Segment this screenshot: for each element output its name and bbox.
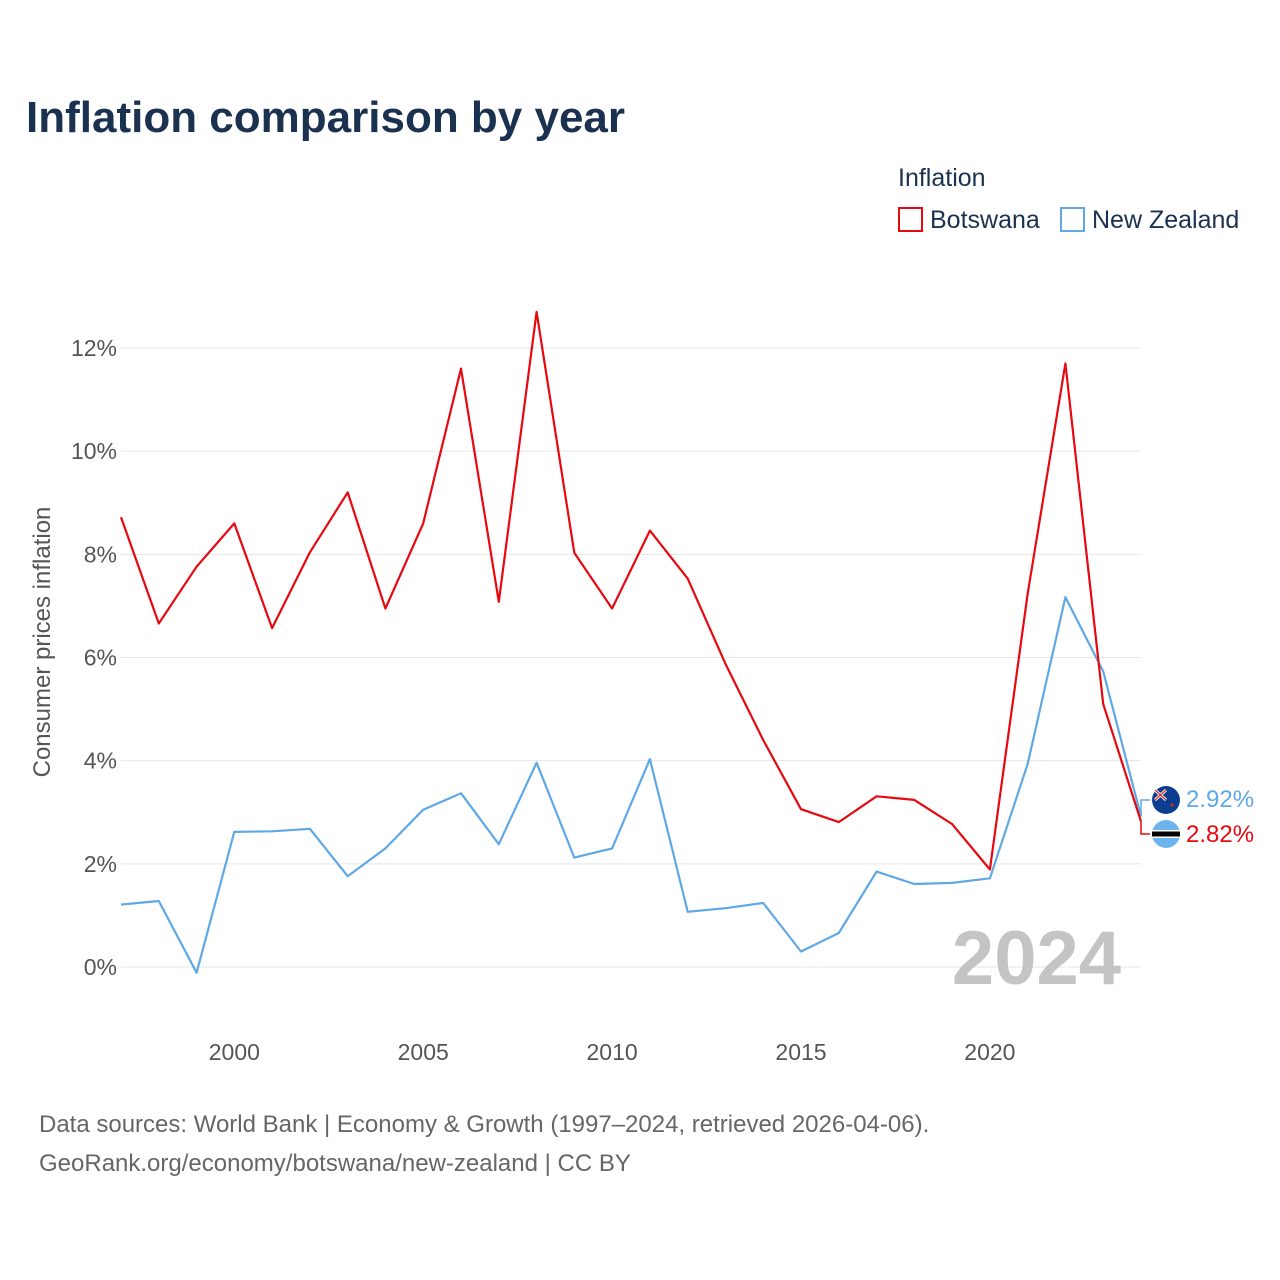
new-zealand-flag-icon xyxy=(1152,786,1180,814)
x-tick-label: 2020 xyxy=(964,1039,1015,1065)
y-axis: 0% 2% 4% 6% 8% 10% 12% xyxy=(71,335,117,980)
x-tick-label: 2000 xyxy=(209,1039,260,1065)
series-line-new-zealand[interactable] xyxy=(120,596,1143,974)
y-tick-label: 4% xyxy=(84,748,117,774)
y-tick-label: 12% xyxy=(71,335,117,361)
x-tick-label: 2015 xyxy=(775,1039,826,1065)
x-tick-label: 2005 xyxy=(398,1039,449,1065)
legend-swatch-new-zealand xyxy=(1060,207,1085,232)
legend-swatch-botswana xyxy=(898,207,923,232)
y-tick-label: 8% xyxy=(84,541,117,567)
legend-item-botswana[interactable]: Botswana xyxy=(898,206,1040,234)
y-tick-label: 6% xyxy=(84,645,117,671)
y-tick-label: 2% xyxy=(84,851,117,877)
end-label-new-zealand: 2.92% xyxy=(1186,786,1254,813)
legend-label-new-zealand: New Zealand xyxy=(1092,206,1239,234)
x-axis: 2000 2005 2010 2015 2020 xyxy=(209,1039,1016,1065)
series-line-botswana[interactable] xyxy=(119,310,1143,871)
gridlines xyxy=(121,347,1141,968)
chart-title: Inflation comparison by year xyxy=(26,93,625,142)
legend-title: Inflation xyxy=(898,164,986,192)
year-watermark: 2024 xyxy=(952,916,1121,1001)
y-tick-label: 0% xyxy=(84,954,117,980)
end-label-botswana: 2.82% xyxy=(1186,821,1254,848)
y-axis-label: Consumer prices inflation xyxy=(29,507,56,778)
legend-item-new-zealand[interactable]: New Zealand xyxy=(1060,206,1239,234)
series xyxy=(119,310,1143,974)
x-tick-label: 2010 xyxy=(587,1039,638,1065)
botswana-flag-icon xyxy=(1152,820,1180,848)
end-labels: 2.92% 2.82% xyxy=(1140,786,1254,848)
y-tick-label: 10% xyxy=(71,438,117,464)
legend-label-botswana: Botswana xyxy=(930,206,1040,234)
credit-note: GeoRank.org/economy/botswana/new-zealand… xyxy=(39,1150,631,1177)
end-connector-new-zealand xyxy=(1140,799,1150,817)
end-connector-botswana xyxy=(1140,821,1150,835)
source-note: Data sources: World Bank | Economy & Gro… xyxy=(39,1111,929,1138)
